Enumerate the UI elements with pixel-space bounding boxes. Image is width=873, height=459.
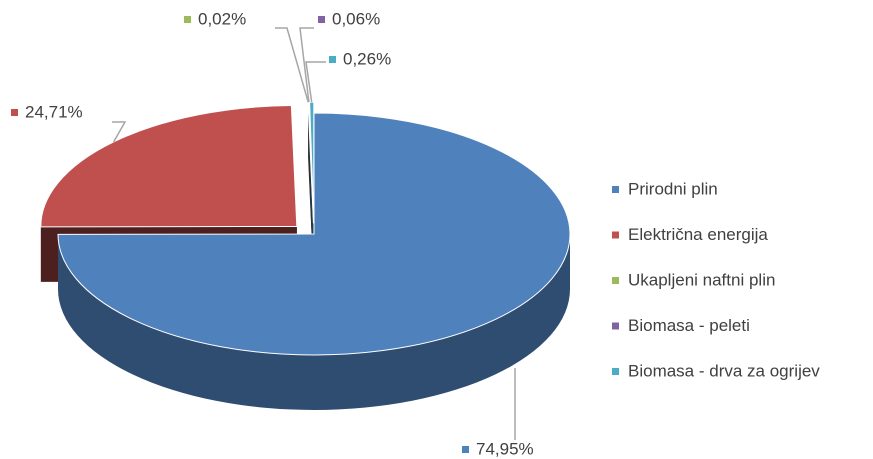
data-label: 24,71%: [25, 102, 83, 121]
legend-label: Ukapljeni naftni plin: [628, 270, 775, 289]
legend-marker: [612, 368, 619, 375]
slice: [57, 112, 571, 356]
legend-marker: [612, 277, 619, 284]
data-label: 74,95%: [476, 439, 534, 458]
legend-marker: [612, 186, 619, 193]
leader-line: [275, 27, 309, 103]
slice: [309, 101, 315, 224]
label-marker: [329, 56, 336, 63]
data-label: 0,02%: [198, 9, 246, 28]
legend-marker: [612, 231, 619, 239]
slice: [40, 104, 298, 228]
label-marker: [184, 16, 191, 23]
label-marker: [318, 16, 325, 23]
data-label: 0,06%: [332, 9, 380, 28]
data-label: 0,26%: [343, 49, 391, 68]
legend-label: Električna energija: [628, 225, 768, 244]
leader-line: [112, 121, 127, 143]
label-marker: [462, 446, 469, 453]
leader-line: [299, 27, 314, 103]
legend-label: Biomasa - peleti: [628, 316, 750, 335]
leader-line: [305, 61, 326, 103]
legend-marker: [612, 322, 619, 330]
slice-side: [58, 234, 571, 410]
legend-label: Prirodni plin: [628, 179, 718, 198]
label-marker: [11, 109, 18, 116]
legend-label: Biomasa - drva za ogrijev: [628, 361, 820, 380]
